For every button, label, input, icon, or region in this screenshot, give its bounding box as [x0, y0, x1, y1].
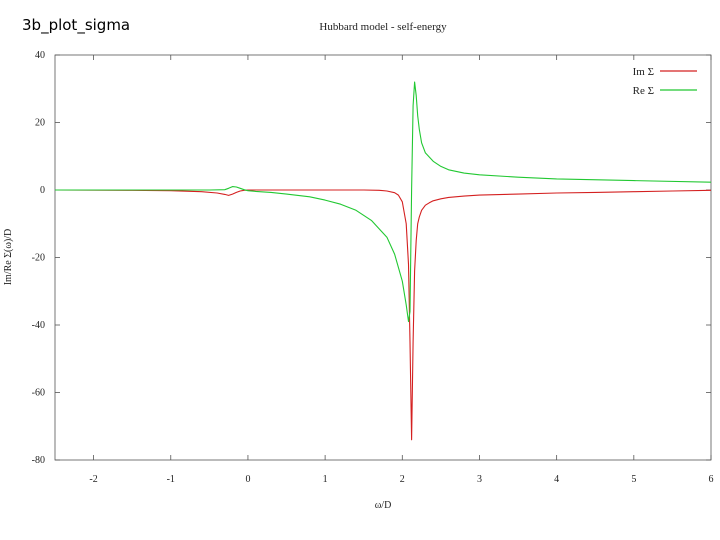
- x-axis-label: ω/D: [375, 500, 392, 511]
- series-line-im-sigma: [54, 189, 712, 441]
- x-tick-label: 2: [400, 474, 405, 485]
- plot-frame: [54, 54, 712, 461]
- y-axis-label: Im/Re Σ(ω)/D: [3, 229, 14, 286]
- y-tick-label: -20: [32, 253, 45, 264]
- x-tick-label: 3: [477, 474, 482, 485]
- x-tick-label: 0: [245, 474, 250, 485]
- slide-label: 3b_plot_sigma: [22, 16, 131, 34]
- x-tick-label: -2: [89, 474, 97, 485]
- legend-label: Re Σ: [633, 85, 654, 97]
- y-tick-label: -60: [32, 388, 45, 399]
- chart-title: Hubbard model - self-energy: [319, 21, 447, 33]
- x-tick-label: 5: [631, 474, 636, 485]
- y-tick-label: -80: [32, 455, 45, 466]
- y-tick-label: -40: [32, 320, 45, 331]
- axis-ticks: -2 -1 0 1 2 3 4 5 6 40 20 0 -20 -40 -60 -80: [32, 50, 714, 485]
- y-tick-label: 0: [40, 185, 45, 196]
- series-layer: [54, 81, 712, 441]
- legend-label: Im Σ: [633, 66, 654, 78]
- y-tick-label: 20: [35, 118, 45, 129]
- x-tick-label: 6: [709, 474, 714, 485]
- y-tick-label: 40: [35, 50, 45, 61]
- x-tick-label: 1: [323, 474, 328, 485]
- legend: Im Σ Re Σ: [633, 66, 697, 97]
- x-tick-label: -1: [167, 474, 175, 485]
- x-tick-label: 4: [554, 474, 559, 485]
- series-line-re-sigma: [55, 81, 712, 323]
